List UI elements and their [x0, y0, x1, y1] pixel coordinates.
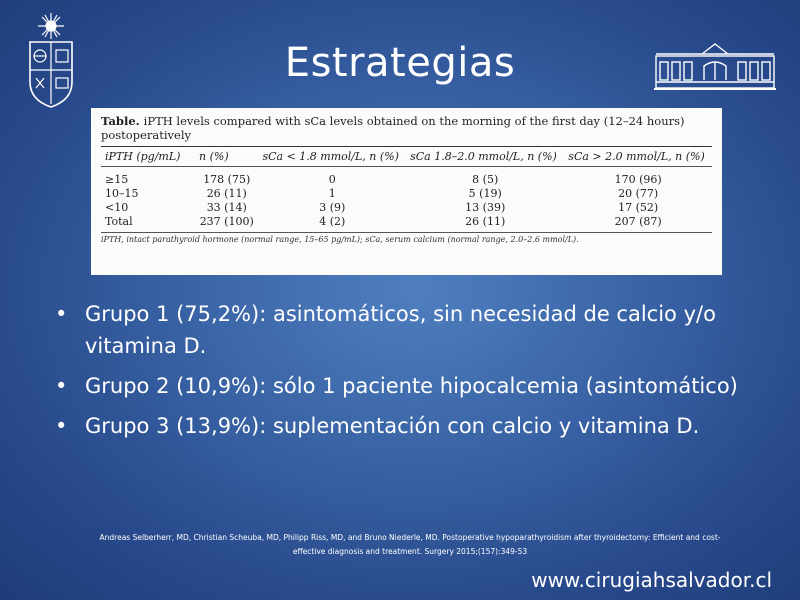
table-cell: 8 (5) [472, 173, 499, 186]
table-cell: 170 (96) [614, 173, 662, 186]
table-header: sCa 1.8–2.0 mmol/L, n (%) [410, 150, 557, 163]
citation: Andreas Selberherr, MD, Christian Scheub… [60, 531, 760, 559]
table-cell: 5 (19) [468, 187, 502, 200]
table-cell: 0 [328, 173, 336, 186]
bullet-text: Grupo 1 (75,2%): asintomáticos, sin nece… [85, 302, 716, 358]
table-header: iPTH (pg/mL) [105, 150, 181, 163]
table-header: sCa < 1.8 mmol/L, n (%) [262, 150, 399, 163]
table-cell: 237 (100) [199, 215, 254, 228]
iPTH-table: iPTH (pg/mL) n (%) sCa < 1.8 mmol/L, n (… [101, 147, 712, 232]
table-caption: Table. iPTH levels compared with sCa lev… [101, 114, 712, 142]
table-cell: 178 (75) [203, 173, 251, 186]
table-cell: 1 [328, 187, 336, 200]
table-cell: 10–15 [105, 187, 139, 200]
table-caption-text: iPTH levels compared with sCa levels obt… [101, 114, 685, 142]
bullet-icon: • [55, 414, 68, 438]
table-cell: ≥15 [105, 173, 129, 186]
table-cell: 26 (11) [465, 215, 506, 228]
list-item: • Grupo 1 (75,2%): asintomáticos, sin nec… [55, 298, 775, 362]
citation-line: effective diagnosis and treatment. Surge… [292, 547, 528, 556]
table-cell: <10 [105, 201, 129, 214]
table-header: n (%) [199, 150, 229, 163]
table-row: ≥15 178 (75) 0 8 (5) 170 (96) [101, 166, 712, 188]
table-figure: Table. iPTH levels compared with sCa lev… [91, 108, 722, 275]
bullet-text: Grupo 2 (10,9%): sólo 1 paciente hipocal… [85, 374, 738, 398]
table-row: 10–15 26 (11) 1 5 (19) 20 (77) [101, 187, 712, 201]
table-cell: 26 (11) [206, 187, 247, 200]
hospital-building-icon [654, 43, 776, 90]
table-header: sCa > 2.0 mmol/L, n (%) [568, 150, 705, 163]
table-cell: Total [105, 215, 133, 228]
table-cell: 13 (39) [465, 201, 506, 214]
list-item: • Grupo 2 (10,9%): sólo 1 paciente hipoca… [55, 370, 775, 402]
bullet-icon: • [55, 302, 68, 326]
table-cell: 17 (52) [618, 201, 659, 214]
university-crest-icon [29, 13, 73, 108]
slide-title: Estrategias [284, 40, 516, 86]
table-footnote: iPTH, intact parathyroid hormone (normal… [101, 235, 579, 244]
table-caption-label: Table. [101, 114, 140, 128]
bullet-list: • Grupo 1 (75,2%): asintomáticos, sin nec… [55, 298, 775, 450]
table-row: Total 237 (100) 4 (2) 26 (11) 207 (87) [101, 215, 712, 232]
table-cell: 33 (14) [206, 201, 247, 214]
list-item: • Grupo 3 (13,9%): suplementación con cal… [55, 410, 775, 442]
citation-line: Andreas Selberherr, MD, Christian Scheub… [99, 533, 721, 542]
table-row: <10 33 (14) 3 (9) 13 (39) 17 (52) [101, 201, 712, 215]
website-url: www.cirugiahsalvador.cl [531, 568, 772, 592]
table-cell: 20 (77) [618, 187, 659, 200]
table-cell: 4 (2) [319, 215, 346, 228]
table-cell: 207 (87) [614, 215, 662, 228]
bullet-icon: • [55, 374, 68, 398]
table-cell: 3 (9) [319, 201, 346, 214]
bullet-text: Grupo 3 (13,9%): suplementación con calc… [85, 414, 700, 438]
